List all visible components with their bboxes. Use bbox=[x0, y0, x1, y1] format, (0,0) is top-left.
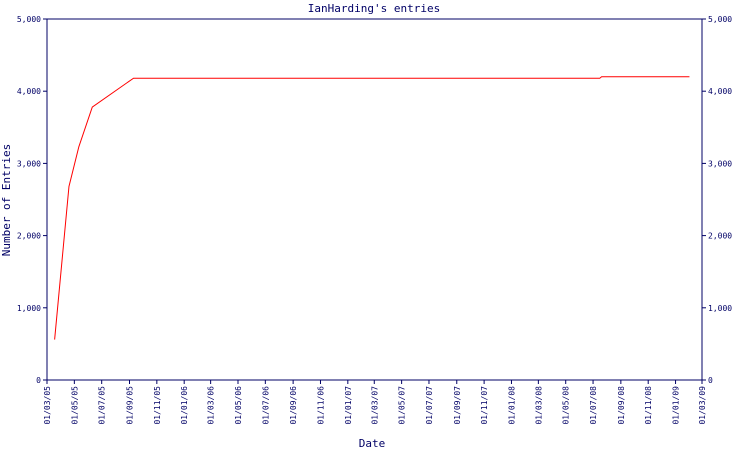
x-tick-label: 01/03/06 bbox=[207, 386, 216, 425]
x-tick-label: 01/01/06 bbox=[180, 386, 189, 425]
y2-tick-label: 5,000 bbox=[708, 15, 732, 24]
y-tick-label: 1,000 bbox=[17, 304, 41, 313]
x-tick-label: 01/05/06 bbox=[234, 386, 243, 425]
y-axis-label: Number of Entries bbox=[0, 144, 13, 257]
x-tick-label: 01/11/05 bbox=[153, 386, 162, 425]
y2-tick-label: 1,000 bbox=[708, 304, 732, 313]
x-tick-label: 01/01/07 bbox=[344, 386, 353, 425]
y2-tick-label: 4,000 bbox=[708, 87, 732, 96]
x-tick-label: 01/05/05 bbox=[70, 386, 79, 425]
y-tick-label: 4,000 bbox=[17, 87, 41, 96]
plot-frame bbox=[46, 18, 703, 381]
x-tick-label: 01/11/07 bbox=[480, 386, 489, 425]
x-tick-label: 01/07/05 bbox=[98, 386, 107, 425]
x-axis-label: Date bbox=[359, 437, 386, 450]
x-tick-label: 01/11/06 bbox=[316, 386, 325, 425]
chart-title: IanHarding's entries bbox=[308, 2, 440, 15]
y-tick-label: 5,000 bbox=[17, 15, 41, 24]
y2-tick-label: 3,000 bbox=[708, 159, 732, 168]
x-tick-label: 01/07/08 bbox=[589, 386, 598, 425]
x-tick-label: 01/03/07 bbox=[370, 386, 379, 425]
x-tick-label: 01/09/08 bbox=[617, 386, 626, 425]
x-tick-label: 01/09/07 bbox=[453, 386, 462, 425]
x-tick-label: 01/01/09 bbox=[672, 386, 681, 425]
x-tick-label: 01/09/05 bbox=[125, 386, 134, 425]
x-tick-label: 01/03/08 bbox=[534, 386, 543, 425]
x-tick-label: 01/07/07 bbox=[425, 386, 434, 425]
x-tick-label: 01/05/07 bbox=[398, 386, 407, 425]
x-tick-label: 01/09/06 bbox=[289, 386, 298, 425]
y-tick-label: 2,000 bbox=[17, 232, 41, 241]
y-tick-label: 3,000 bbox=[17, 159, 41, 168]
x-tick-label: 01/03/09 bbox=[698, 386, 707, 425]
x-tick-label: 01/07/06 bbox=[261, 386, 270, 425]
y2-tick-label: 0 bbox=[708, 376, 713, 385]
x-tick-label: 01/05/08 bbox=[562, 386, 571, 425]
x-tick-label: 01/11/08 bbox=[644, 386, 653, 425]
data-line bbox=[54, 76, 690, 340]
x-tick-label: 01/03/05 bbox=[43, 386, 52, 425]
y2-tick-label: 2,000 bbox=[708, 232, 732, 241]
y-tick-label: 0 bbox=[36, 376, 41, 385]
x-tick-label: 01/01/08 bbox=[507, 386, 516, 425]
